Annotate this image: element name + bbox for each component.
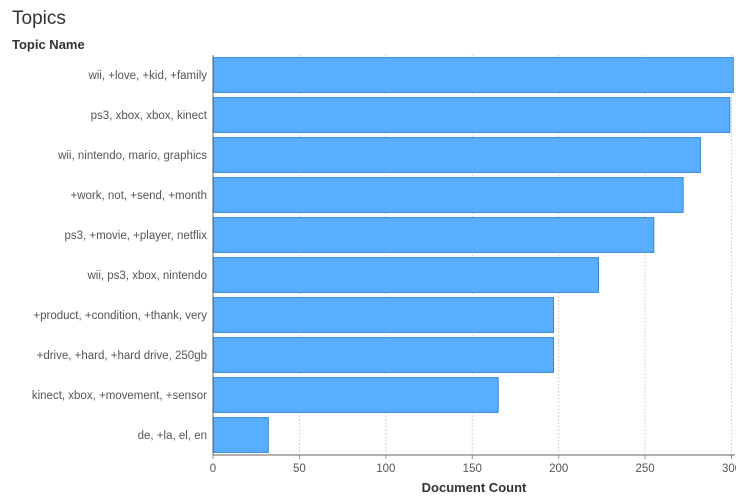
bar[interactable] (213, 297, 555, 333)
category-label: de, +la, el, en (138, 430, 207, 442)
bar[interactable] (213, 257, 599, 293)
category-label: +drive, +hard, +hard drive, 250gb (37, 350, 207, 362)
category-label: wii, nintendo, mario, graphics (57, 150, 207, 162)
category-label: wii, ps3, xbox, nintendo (86, 270, 207, 282)
category-label: wii, +love, +kid, +family (87, 70, 207, 82)
x-tick-label: 0 (210, 463, 216, 475)
chart-title: Topics (12, 8, 66, 29)
category-label: ps3, +movie, +player, netflix (64, 230, 207, 242)
axes (212, 55, 735, 459)
bar[interactable] (213, 417, 269, 453)
x-axis-title: Document Count (422, 480, 527, 495)
bar[interactable] (213, 97, 731, 133)
bar[interactable] (213, 137, 701, 173)
category-label: +product, +condition, +thank, very (33, 310, 207, 322)
x-tick-label: 150 (463, 463, 482, 475)
x-tick-labels: 0 50 100 150 200 250 300 (210, 463, 736, 475)
x-tick-label: 100 (376, 463, 395, 475)
x-tick-label: 200 (549, 463, 568, 475)
bars (213, 57, 734, 453)
x-tick-label: 50 (293, 463, 306, 475)
bar[interactable] (213, 217, 655, 253)
bar[interactable] (213, 337, 555, 373)
bar[interactable] (213, 377, 499, 413)
category-label: kinect, xbox, +movement, +sensor (32, 390, 207, 402)
y-axis-title: Topic Name (12, 37, 85, 52)
bar[interactable] (213, 57, 734, 93)
bar[interactable] (213, 177, 684, 213)
category-label: ps3, xbox, xbox, kinect (91, 110, 208, 122)
category-labels: wii, +love, +kid, +family ps3, xbox, xbox… (32, 70, 208, 442)
x-tick-label: 300 (722, 463, 736, 475)
category-label: +work, not, +send, +month (71, 190, 207, 202)
x-tick-label: 250 (636, 463, 655, 475)
